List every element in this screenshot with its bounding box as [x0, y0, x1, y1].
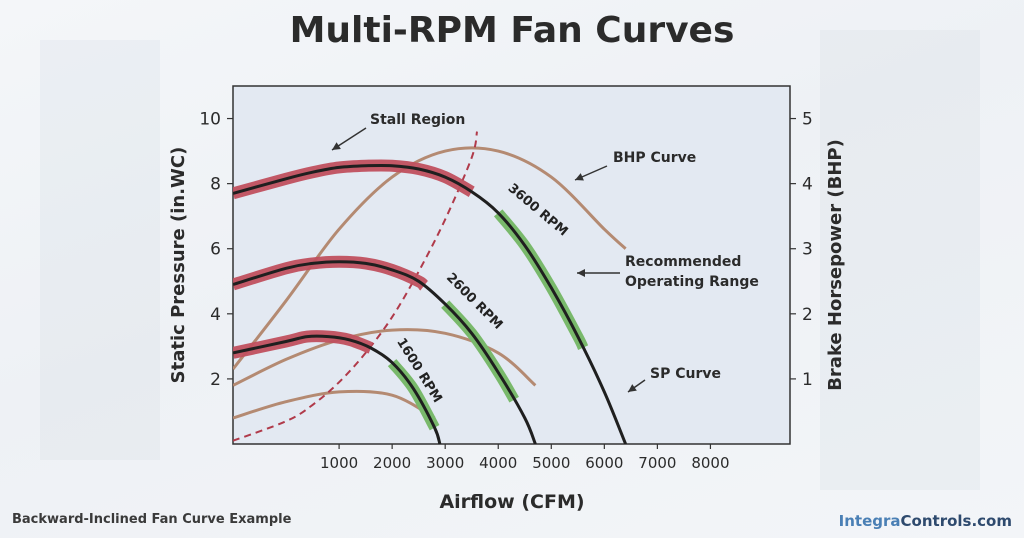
y-tick-label: 6: [210, 240, 221, 260]
annotation-text: Operating Range: [625, 274, 759, 290]
x-tick-label: 5000: [532, 454, 570, 472]
bhp-curve-1: [233, 328, 537, 387]
background-building: [820, 30, 980, 490]
bhp-curve-2: [233, 146, 627, 371]
y-tick-label: 10: [199, 110, 221, 130]
bhp-curve-0: [233, 389, 436, 420]
stall-line: [233, 131, 478, 442]
annotation-arrowhead: [575, 173, 584, 181]
y-axis-right-label: Brake Horsepower (BHP): [825, 139, 846, 391]
x-tick-label: 7000: [638, 454, 676, 472]
annotation-arrowhead: [628, 384, 637, 392]
y-tick-label: 2: [210, 370, 221, 390]
annotation-text: Stall Region: [370, 112, 465, 128]
x-tick-label: 1000: [320, 454, 358, 472]
annotation-text: BHP Curve: [613, 150, 696, 166]
x-tick-label: 2000: [373, 454, 411, 472]
x-tick-label: 3000: [426, 454, 464, 472]
x-tick-label: 6000: [585, 454, 623, 472]
y-right-tick-label: 2: [802, 305, 813, 325]
annotation-arrowhead: [332, 142, 341, 150]
y-right-tick-label: 3: [802, 240, 813, 260]
brand-part-1: Integra: [838, 512, 901, 530]
x-axis-label: Airflow (CFM): [439, 491, 584, 513]
x-tick-label: 4000: [479, 454, 517, 472]
chart-caption: Backward-Inclined Fan Curve Example: [12, 512, 292, 527]
y-right-tick-label: 5: [802, 110, 813, 130]
brand-part-2: Controls.com: [900, 512, 1012, 530]
annotation-arrowhead: [577, 269, 585, 277]
y-tick-label: 8: [210, 175, 221, 195]
x-tick-label: 8000: [691, 454, 729, 472]
y-tick-label: 4: [210, 305, 221, 325]
sp-curve-0: [233, 334, 442, 444]
annotation-text: SP Curve: [650, 366, 721, 382]
y-right-tick-label: 1: [802, 370, 813, 390]
brand-link[interactable]: IntegraControls.com: [839, 512, 1012, 530]
background-building: [40, 40, 160, 460]
sp-curve-1: [233, 260, 537, 444]
y-right-tick-label: 4: [802, 175, 813, 195]
chart-title: Multi-RPM Fan Curves: [289, 10, 735, 51]
annotation-text: Recommended: [625, 254, 741, 270]
sp-curve-2: [233, 163, 627, 444]
y-axis-label: Static Pressure (in.WC): [168, 147, 189, 384]
